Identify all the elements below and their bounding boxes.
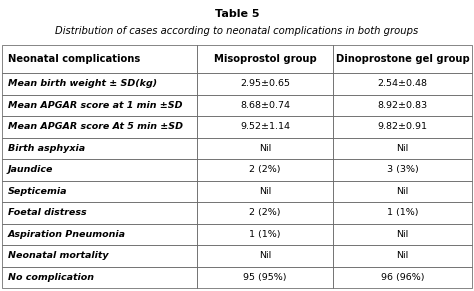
- Text: Mean birth weight ± SD(kg): Mean birth weight ± SD(kg): [8, 79, 157, 88]
- Text: Mean APGAR score At 5 min ±SD: Mean APGAR score At 5 min ±SD: [8, 122, 183, 131]
- Bar: [2, 116, 197, 138]
- Bar: [2, 181, 197, 202]
- Bar: [2, 159, 197, 181]
- Text: Septicemia: Septicemia: [8, 187, 67, 196]
- Bar: [333, 95, 472, 116]
- Text: 3 (3%): 3 (3%): [386, 165, 418, 174]
- Bar: [2, 223, 197, 245]
- Bar: [197, 202, 333, 223]
- Text: Neonatal mortality: Neonatal mortality: [8, 251, 109, 260]
- Text: Distribution of cases according to neonatal complications in both groups: Distribution of cases according to neona…: [55, 26, 419, 36]
- Text: 2.54±0.48: 2.54±0.48: [377, 79, 428, 88]
- Text: Birth asphyxia: Birth asphyxia: [8, 144, 85, 153]
- Text: 1 (1%): 1 (1%): [249, 230, 281, 239]
- Text: Table 5: Table 5: [215, 9, 259, 19]
- Bar: [197, 223, 333, 245]
- Text: Misoprostol group: Misoprostol group: [214, 54, 317, 64]
- Text: No complication: No complication: [8, 273, 94, 282]
- Bar: [333, 223, 472, 245]
- Bar: [333, 245, 472, 267]
- Bar: [2, 202, 197, 223]
- Bar: [333, 181, 472, 202]
- Bar: [2, 245, 197, 267]
- Bar: [333, 73, 472, 95]
- Bar: [197, 159, 333, 181]
- Bar: [333, 202, 472, 223]
- Bar: [2, 73, 197, 95]
- Text: 2 (2%): 2 (2%): [249, 208, 281, 217]
- Text: Nil: Nil: [259, 251, 271, 260]
- Text: Dinoprostone gel group: Dinoprostone gel group: [336, 54, 469, 64]
- Bar: [333, 159, 472, 181]
- Bar: [197, 181, 333, 202]
- Bar: [197, 267, 333, 288]
- Text: Nil: Nil: [396, 187, 409, 196]
- Text: 8.68±0.74: 8.68±0.74: [240, 101, 290, 110]
- Bar: [197, 245, 333, 267]
- Text: Aspiration Pneumonia: Aspiration Pneumonia: [8, 230, 126, 239]
- Bar: [2, 45, 197, 73]
- Text: 2.95±0.65: 2.95±0.65: [240, 79, 290, 88]
- Bar: [197, 45, 333, 73]
- Bar: [2, 95, 197, 116]
- Text: Foetal distress: Foetal distress: [8, 208, 87, 217]
- Bar: [197, 73, 333, 95]
- Text: Nil: Nil: [259, 144, 271, 153]
- Text: Mean APGAR score at 1 min ±SD: Mean APGAR score at 1 min ±SD: [8, 101, 182, 110]
- Bar: [2, 267, 197, 288]
- Bar: [333, 45, 472, 73]
- Bar: [333, 116, 472, 138]
- Text: Nil: Nil: [396, 230, 409, 239]
- Bar: [2, 138, 197, 159]
- Bar: [197, 116, 333, 138]
- Bar: [333, 267, 472, 288]
- Bar: [333, 138, 472, 159]
- Text: 9.52±1.14: 9.52±1.14: [240, 122, 290, 131]
- Text: 96 (96%): 96 (96%): [381, 273, 424, 282]
- Text: Nil: Nil: [259, 187, 271, 196]
- Bar: [197, 138, 333, 159]
- Text: Nil: Nil: [396, 144, 409, 153]
- Text: Nil: Nil: [396, 251, 409, 260]
- Text: Neonatal complications: Neonatal complications: [8, 54, 140, 64]
- Text: Jaundice: Jaundice: [8, 165, 54, 174]
- Text: 1 (1%): 1 (1%): [387, 208, 418, 217]
- Text: 9.82±0.91: 9.82±0.91: [377, 122, 428, 131]
- Text: 2 (2%): 2 (2%): [249, 165, 281, 174]
- Bar: [197, 95, 333, 116]
- Text: 95 (95%): 95 (95%): [244, 273, 287, 282]
- Text: 8.92±0.83: 8.92±0.83: [377, 101, 428, 110]
